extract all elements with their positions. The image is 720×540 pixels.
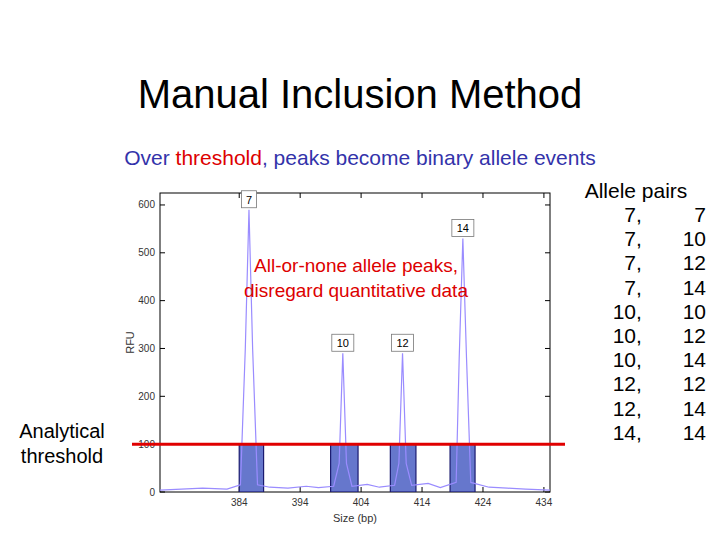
allele-pair-separator: , <box>636 372 642 395</box>
allele-pair-separator: , <box>636 348 642 371</box>
x-tick <box>239 193 240 198</box>
allele-pair-second: 14 <box>683 397 707 420</box>
trace-line <box>160 210 550 490</box>
allele-pair-second: 10 <box>683 227 706 250</box>
allele-pair-second: 12 <box>683 251 706 274</box>
x-tick <box>422 193 423 198</box>
x-tick <box>361 193 362 198</box>
plot-data <box>160 210 550 492</box>
y-tick <box>545 204 550 205</box>
threshold-line <box>132 443 565 446</box>
x-tick-label: 434 <box>536 497 553 508</box>
peak-label-box <box>452 219 474 236</box>
peak-label-box <box>332 334 354 351</box>
allele-pair-separator: , <box>636 397 642 420</box>
x-tick <box>422 487 423 492</box>
title: Manual Inclusion Method <box>138 72 583 116</box>
y-tick-label: 200 <box>138 391 155 402</box>
allele-pair-first: 7 <box>624 203 636 226</box>
y-tick <box>160 396 165 397</box>
allele-pair-first: 7 <box>624 251 636 274</box>
y-tick <box>545 348 550 349</box>
subtitle: Over threshold, peaks become binary alle… <box>124 146 596 169</box>
y-tick-label: 400 <box>138 295 155 306</box>
allele-pair-first: 7 <box>624 276 636 299</box>
x-tick <box>482 193 483 198</box>
x-tick <box>300 487 301 492</box>
allele-pair-second: 12 <box>683 372 706 395</box>
y-tick <box>545 396 550 397</box>
y-tick-label: 0 <box>149 487 155 498</box>
x-tick <box>543 193 544 198</box>
y-tick <box>160 300 165 301</box>
peak-label: 10 <box>337 337 349 349</box>
allele-pair-first: 12 <box>613 372 636 395</box>
allele-pair-separator: , <box>636 251 642 274</box>
y-tick <box>160 348 165 349</box>
x-tick-label: 404 <box>353 497 370 508</box>
allele-pair-first: 10 <box>613 324 636 347</box>
y-tick <box>160 252 165 253</box>
allele-pair-separator: , <box>636 300 642 323</box>
plot-frame <box>160 193 550 492</box>
y-tick <box>545 300 550 301</box>
y-tick <box>545 252 550 253</box>
allele-pair-separator: , <box>636 324 642 347</box>
x-tick-label: 424 <box>475 497 492 508</box>
peak-label: 12 <box>396 337 408 349</box>
allele-pair-second: 12 <box>683 324 706 347</box>
y-tick <box>545 492 550 493</box>
threshold-label: threshold <box>21 445 103 467</box>
y-tick-label: 500 <box>138 247 155 258</box>
y-axis-label: RFU <box>124 331 136 354</box>
allele-pair-first: 10 <box>613 300 636 323</box>
annotation: All-or-none allele peaks, <box>254 255 458 276</box>
peak-label-box <box>241 191 256 208</box>
allele-pair-second: 10 <box>683 300 706 323</box>
x-axis-label: Size (bp) <box>333 512 377 524</box>
allele-bin <box>450 444 475 492</box>
allele-pair-separator: , <box>636 203 642 226</box>
annotation: disregard quantitative data <box>244 280 468 301</box>
peak-label: 7 <box>246 194 252 206</box>
peak-label-box <box>392 334 414 351</box>
subtitle-highlight: threshold <box>176 146 262 169</box>
allele-pair-first: 10 <box>613 348 636 371</box>
allele-pair-first: 12 <box>613 397 636 420</box>
allele-pair-second: 14 <box>683 421 707 444</box>
allele-pair-first: 14 <box>613 421 637 444</box>
allele-pair-separator: , <box>636 421 642 444</box>
x-tick-label: 414 <box>414 497 431 508</box>
allele-pair-first: 7 <box>624 227 636 250</box>
x-tick <box>361 487 362 492</box>
allele-pair-separator: , <box>636 276 642 299</box>
y-tick-label: 300 <box>138 343 155 354</box>
threshold-label: Analytical <box>19 420 105 442</box>
allele-pair-second: 14 <box>683 348 707 371</box>
subtitle-part: , peaks become binary allele events <box>262 146 596 169</box>
x-tick-label: 384 <box>231 497 248 508</box>
peak-label: 14 <box>457 222 469 234</box>
x-tick <box>300 193 301 198</box>
allele-bin <box>331 444 358 492</box>
x-tick-label: 394 <box>292 497 309 508</box>
subtitle-part: Over <box>124 146 175 169</box>
allele-pair-separator: , <box>636 227 642 250</box>
y-tick <box>160 492 165 493</box>
y-tick <box>160 204 165 205</box>
allele-pair-second: 14 <box>683 276 707 299</box>
allele-pairs-title: Allele pairs <box>585 179 688 202</box>
allele-pair-second: 7 <box>694 203 706 226</box>
x-tick <box>482 487 483 492</box>
y-tick-label: 600 <box>138 199 155 210</box>
slide: Manual Inclusion MethodOver threshold, p… <box>0 0 720 540</box>
